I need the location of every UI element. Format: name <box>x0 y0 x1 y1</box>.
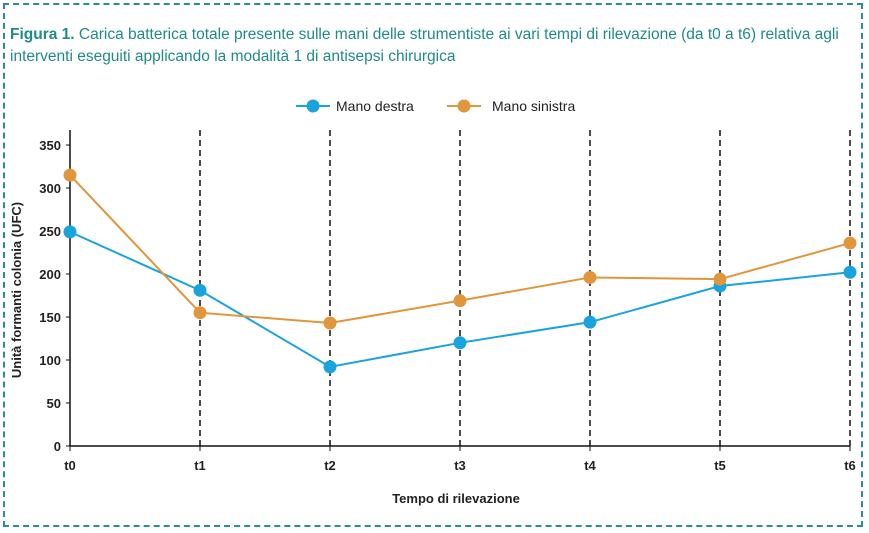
point-1-t6 <box>843 236 857 250</box>
y-tick-label-0: 0 <box>54 439 61 454</box>
figure-caption: Figura 1. Carica batterica totale presen… <box>10 24 850 68</box>
point-1-t5 <box>713 272 727 286</box>
x-tick-label-t5: t5 <box>714 458 726 473</box>
x-tick-label-t2: t2 <box>324 458 336 473</box>
y-tick-label-250: 250 <box>39 224 61 239</box>
point-0-t2 <box>323 360 337 374</box>
y-tick-label-200: 200 <box>39 267 61 282</box>
legend-item-0: Mano destra <box>296 98 414 114</box>
point-1-t1 <box>193 306 207 320</box>
caption-lead: Figura 1. <box>10 26 75 43</box>
point-1-t3 <box>453 294 467 308</box>
legend-marker-0 <box>306 99 320 113</box>
point-0-t4 <box>583 315 597 329</box>
grid-lines <box>199 130 851 446</box>
axes: 0 50 100 150 200 250 300 350 t0 t1 t2 t3 t4 t5 t6 <box>39 130 856 473</box>
y-axis-title: Unità formanti colonia (UFC) <box>9 202 24 378</box>
x-tick-label-t1: t1 <box>194 458 206 473</box>
x-tick-label-t3: t3 <box>454 458 466 473</box>
point-1-t0 <box>63 168 77 182</box>
point-0-t3 <box>453 336 467 350</box>
legend-marker-1 <box>457 99 471 113</box>
legend-label-0: Mano destra <box>336 98 414 114</box>
y-tick-label-100: 100 <box>39 353 61 368</box>
legend-item-1: Mano sinistra <box>447 98 575 114</box>
y-tick-label-150: 150 <box>39 310 61 325</box>
x-axis-title: Tempo di rilevazione <box>392 491 520 506</box>
y-tick-label-50: 50 <box>47 396 61 411</box>
x-tick-label-t6: t6 <box>844 458 856 473</box>
y-tick-label-350: 350 <box>39 138 61 153</box>
point-0-t0 <box>63 225 77 239</box>
x-tick-label-t0: t0 <box>64 458 76 473</box>
y-tick-label-300: 300 <box>39 181 61 196</box>
point-0-t6 <box>843 265 857 279</box>
x-tick-label-t4: t4 <box>584 458 596 473</box>
point-1-t4 <box>583 270 597 284</box>
series-0 <box>63 225 857 374</box>
caption-text: Carica batterica totale presente sulle m… <box>10 26 839 65</box>
point-0-t1 <box>193 283 207 297</box>
legend: Mano destra Mano sinistra <box>296 98 575 114</box>
series-layer <box>63 168 857 374</box>
legend-label-1: Mano sinistra <box>492 98 575 114</box>
point-1-t2 <box>323 316 337 330</box>
series-1 <box>63 168 857 330</box>
